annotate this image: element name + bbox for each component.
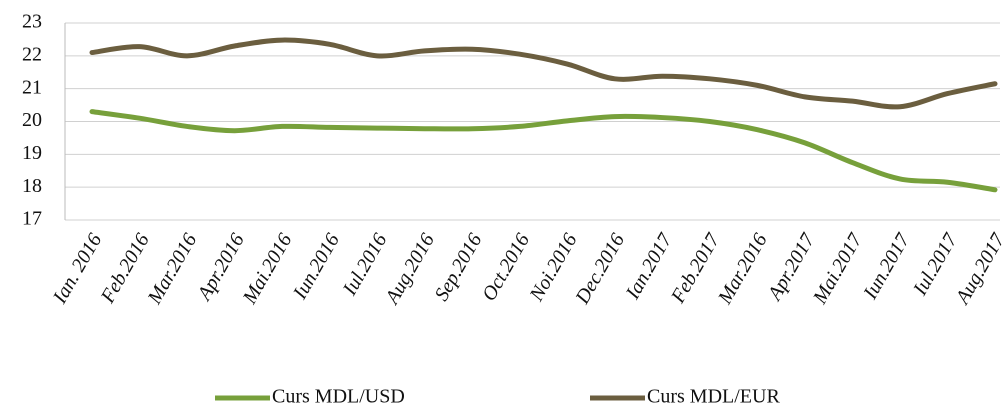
series-line [89, 37, 998, 110]
x-tick-label: Iul.2017 [909, 229, 963, 300]
y-tick-label: 20 [22, 109, 42, 131]
y-tick-label: 21 [22, 76, 42, 98]
y-tick-label: 19 [22, 142, 42, 164]
legend-label: Curs MDL/USD [272, 386, 405, 408]
y-tick-label: 17 [22, 208, 42, 230]
x-tick-label: Iul.2016 [338, 230, 391, 300]
series-line [89, 109, 998, 193]
x-tick-label: Iun.2016 [289, 230, 344, 304]
legend-label: Curs MDL/EUR [647, 386, 780, 408]
y-tick-label: 22 [22, 43, 42, 65]
x-tick-label: Iun.2017 [859, 229, 915, 304]
y-tick-label: 18 [22, 175, 42, 197]
y-tick-label: 23 [22, 11, 42, 33]
